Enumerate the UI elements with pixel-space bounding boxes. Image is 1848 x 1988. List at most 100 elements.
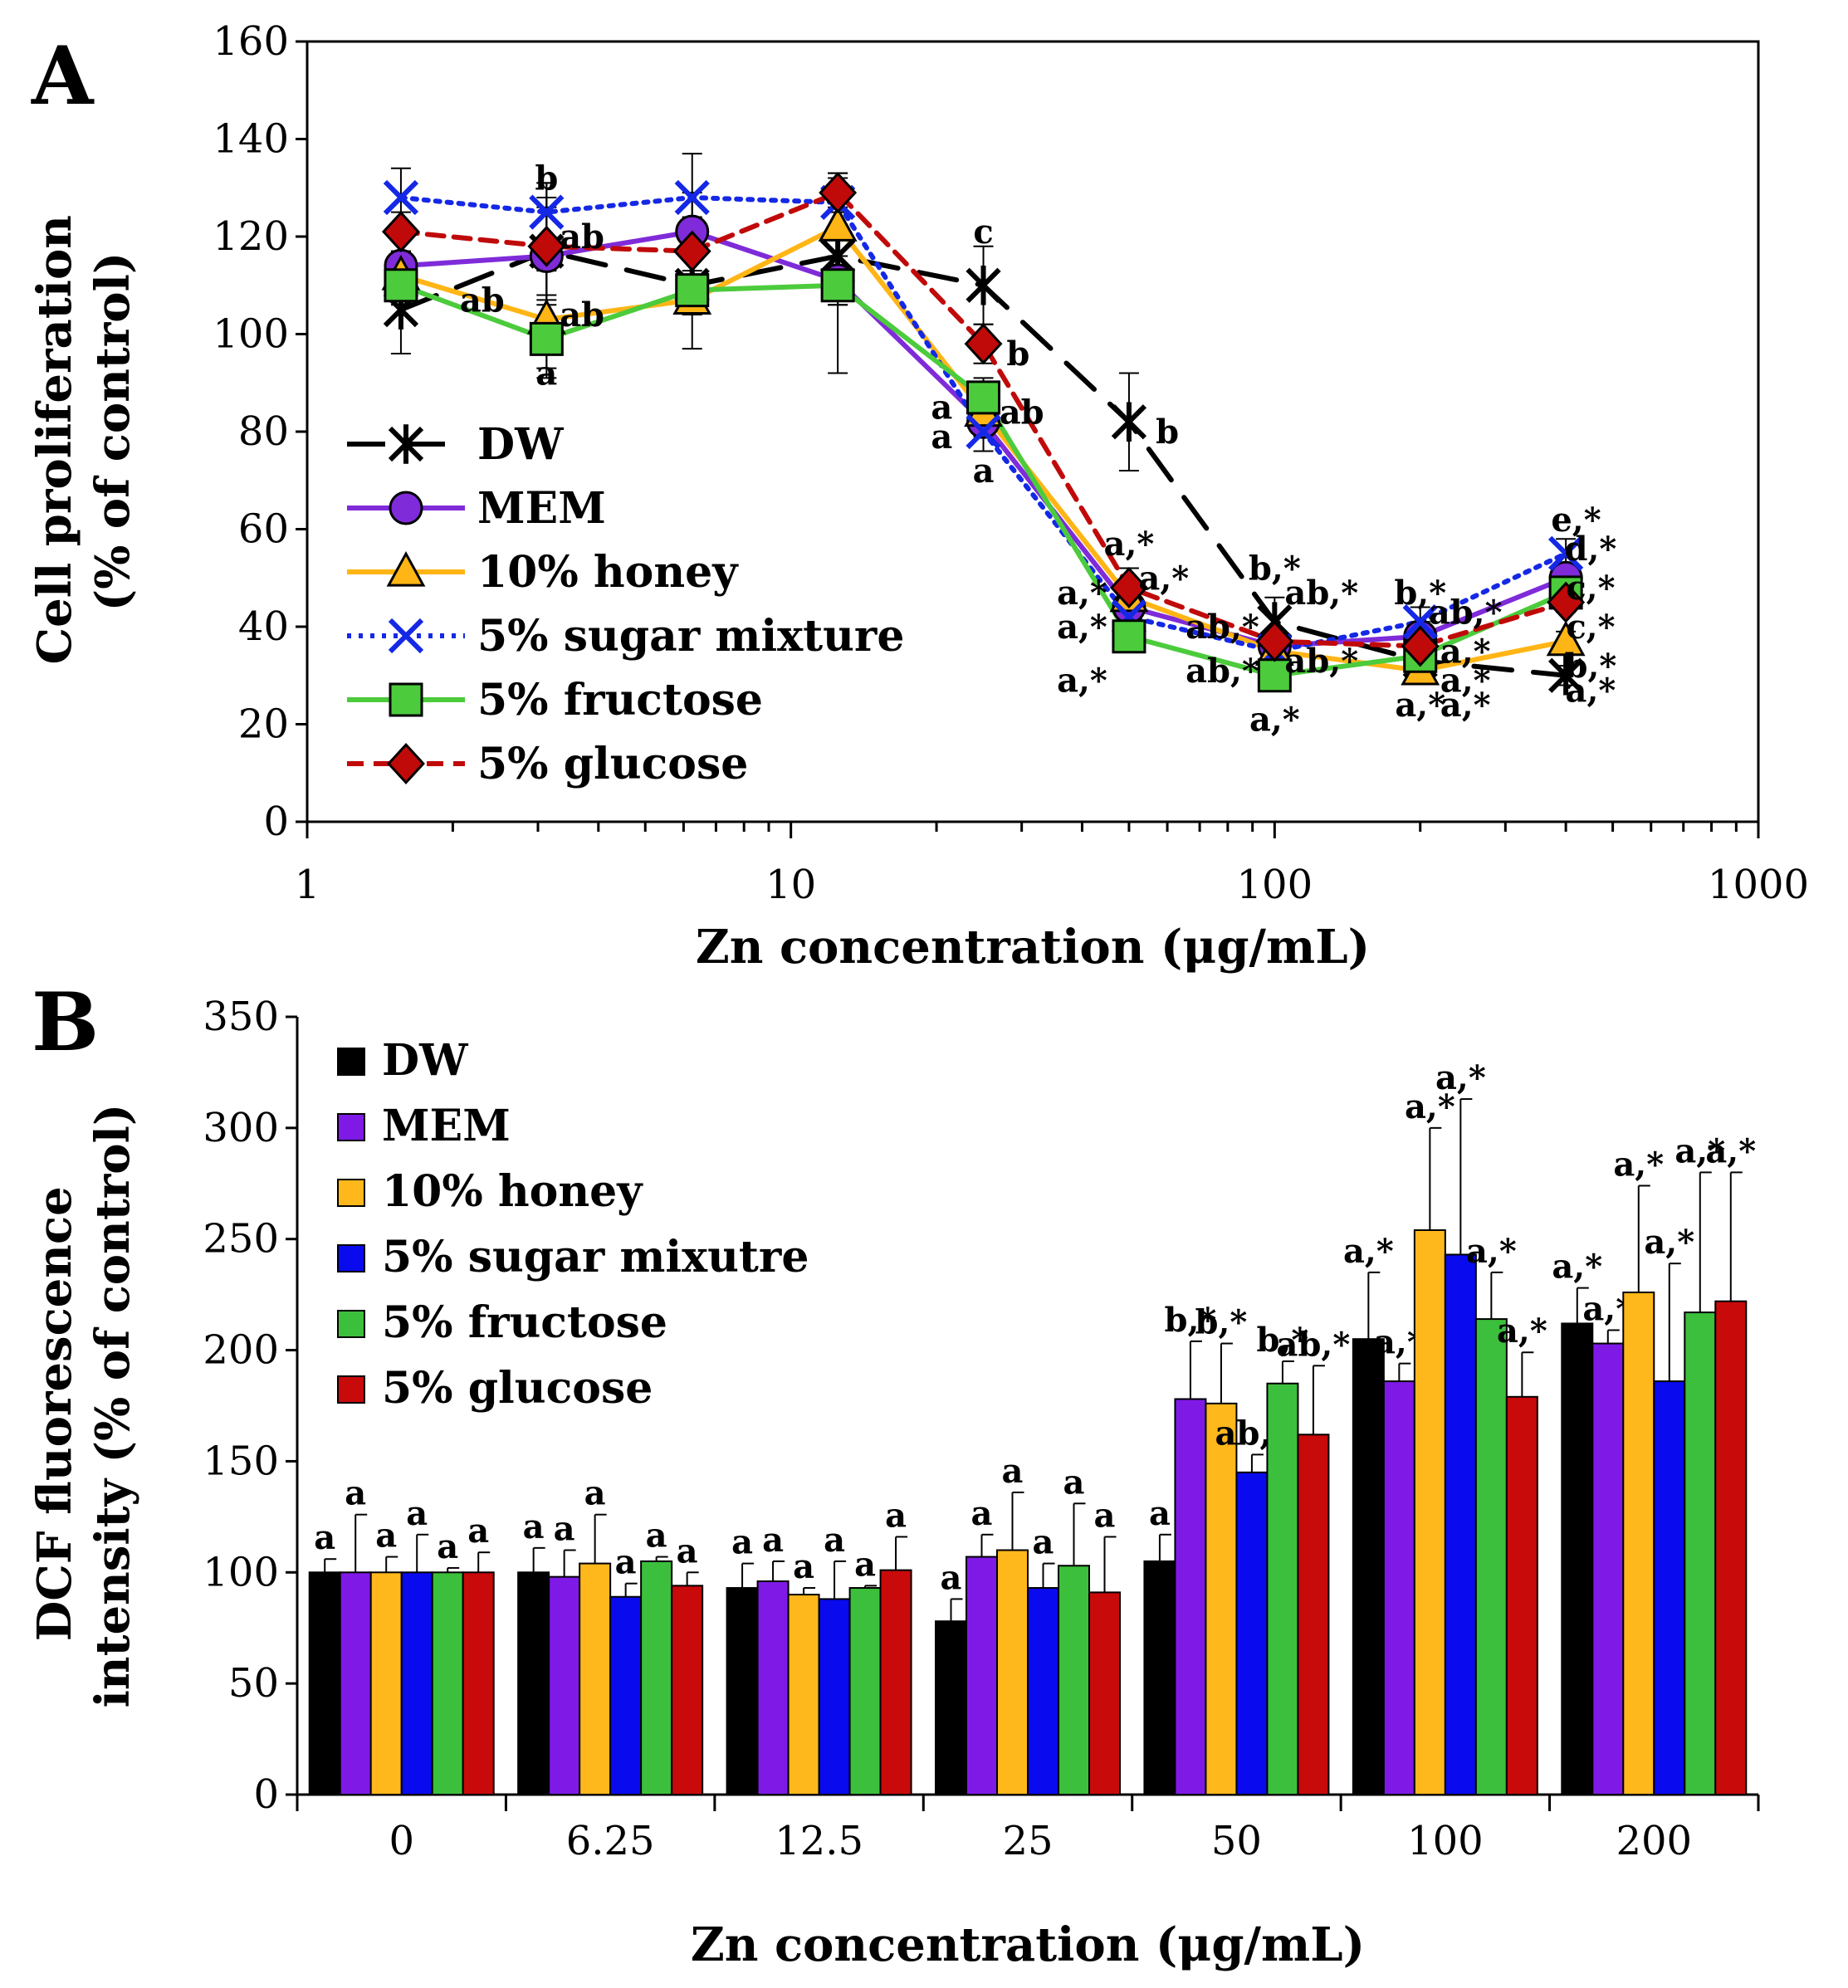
chart-a-annotation: b <box>1006 335 1029 374</box>
chart-a-annotation: ab <box>560 296 604 335</box>
chart-a-y-tick-label: 120 <box>213 213 289 260</box>
chart-a-markers-5-fructose <box>384 268 1583 693</box>
chart-a-annotation: ab <box>560 217 604 256</box>
chart-a-annotation: a,* <box>1249 701 1300 740</box>
chart-b-bar-5-glucose <box>1714 1300 1748 1796</box>
chart-a-legend-marker-5-fructose <box>389 682 423 717</box>
chart-b-bar-5-sugar-mixutre <box>400 1571 433 1796</box>
chart-b-y-tick-label: 300 <box>203 1105 279 1151</box>
chart-b-bar-5-glucose <box>1088 1591 1121 1795</box>
chart-a-point-dw <box>966 266 1001 305</box>
chart-b-bar-5-glucose <box>1505 1395 1538 1795</box>
chart-b-legend-swatch <box>337 1179 365 1207</box>
chart-b-x-tick-label: 25 <box>1002 1818 1053 1864</box>
chart-b-significance-label: b,* <box>1195 1303 1248 1342</box>
chart-a-point-10-honey <box>1546 620 1586 657</box>
chart-b-significance-label: a <box>971 1494 993 1533</box>
chart-a-legend-marker-5-glucose <box>387 742 425 785</box>
chart-a-annotation: a,* <box>1395 686 1445 725</box>
chart-a-legend-label: MEM <box>477 483 606 534</box>
chart-b-legend-swatch <box>337 1310 365 1338</box>
chart-b-significance-label: a <box>885 1496 907 1535</box>
chart-a-annotation: a,* <box>1057 574 1107 613</box>
chart-b-bar-5-fructose <box>1684 1311 1717 1796</box>
chart-a-series-line-5-glucose <box>398 189 1569 649</box>
chart-b-legend-label: 10% honey <box>382 1166 643 1217</box>
chart-a-markers-5-glucose <box>381 172 1586 667</box>
chart-b-significance-label: a,* <box>1674 1131 1725 1170</box>
chart-a-annotation: b,* <box>1394 574 1446 613</box>
chart-b-y-tick-label: 200 <box>203 1327 279 1374</box>
chart-a-annotation: a <box>973 452 995 491</box>
chart-a-annotation: a,* <box>1104 525 1155 564</box>
chart-b-bar-dw <box>1143 1560 1176 1796</box>
chart-b-y-axis-title-line-2: intensity (% of control) <box>86 1104 140 1708</box>
chart-b-bar-10-honey <box>996 1549 1029 1795</box>
chart-b-bar-5-fructose <box>848 1587 882 1796</box>
chart-b-bar-5-sugar-mixutre <box>1235 1471 1269 1796</box>
chart-b-bar-10-honey <box>579 1562 612 1795</box>
chart-a-legend-label: DW <box>477 419 565 470</box>
chart-b-significance-label: a <box>762 1521 784 1560</box>
chart-a: Zn concentration (μg/mL) Cell proliferat… <box>27 18 1809 974</box>
chart-b-y-tick-label: 250 <box>203 1216 279 1263</box>
chart-b-significance-label: a <box>314 1518 335 1557</box>
chart-a-y-axis-title-line-2: (% of control) <box>86 252 140 612</box>
chart-a-point-5-fructose <box>1112 619 1146 654</box>
chart-a-annotation: c,* <box>1566 569 1615 608</box>
chart-b-y-tick-label: 100 <box>203 1549 279 1595</box>
chart-b-bar-10-honey <box>787 1594 820 1795</box>
chart-b-legend-label: 5% glucose <box>382 1363 653 1414</box>
chart-b-x-tick-label: 12.5 <box>775 1818 863 1864</box>
chart-b-bar-10-honey <box>1205 1402 1238 1796</box>
chart-a-y-tick-label: 0 <box>263 799 289 845</box>
chart-a-y-tick-label: 40 <box>238 603 289 650</box>
chart-b-significance-label: b,* <box>1165 1301 1217 1340</box>
chart-a-annotation: a <box>535 354 557 393</box>
chart-a-annotation: ab <box>460 281 505 320</box>
chart-b-significance-label: a <box>467 1512 489 1551</box>
chart-a-annotation: a <box>931 418 952 457</box>
chart-a-annotation: a,* <box>1440 632 1491 671</box>
chart-b-significance-label: a <box>1149 1494 1171 1533</box>
chart-b-y-axis-title: DCF fluorescence intensity (% of control… <box>27 1104 140 1708</box>
chart-a-legend-marker-dw <box>388 424 424 464</box>
chart-a-x-tick-label: 1000 <box>1708 862 1809 908</box>
chart-a-point-5-sugar-mixture <box>1548 535 1584 571</box>
chart-b-significance-label: a <box>375 1517 397 1556</box>
chart-a-point-5-fructose <box>529 321 564 356</box>
chart-b-significance-label: a <box>941 1558 962 1597</box>
chart-b-x-tick-label: 200 <box>1616 1818 1692 1864</box>
chart-a-annotation: ab,* <box>1284 574 1358 613</box>
chart-a-x-tick-label: 10 <box>765 862 816 908</box>
chart-b-bar-5-fructose <box>1266 1382 1299 1795</box>
chart-a-y-tick-label: 80 <box>238 408 289 455</box>
chart-a-point-5-sugar-mixture <box>966 413 1001 450</box>
chart-a-annotation: c,* <box>1566 608 1615 647</box>
chart-a-annotation: e,* <box>1551 501 1601 540</box>
chart-b-y-axis-title-line-1: DCF fluorescence <box>27 1186 82 1641</box>
chart-b-bar-10-honey <box>1622 1291 1655 1795</box>
chart-b-significance-label: a,* <box>1497 1311 1547 1351</box>
chart-a-annotation: ab <box>1000 393 1044 432</box>
chart-b-legend-label: 5% fructose <box>382 1297 667 1348</box>
chart-b-bar-dw <box>726 1587 759 1796</box>
chart-b-bar-5-sugar-mixutre <box>1653 1380 1686 1795</box>
chart-a-legend-marker-mem <box>389 491 423 525</box>
chart-a-legend-marker-10-honey <box>386 551 426 587</box>
chart-b-significance-label: a <box>406 1494 428 1533</box>
chart-b-significance-label: a <box>793 1547 814 1586</box>
chart-a-point-5-glucose <box>964 323 1003 365</box>
chart-b-bar-5-fructose <box>1058 1565 1090 1795</box>
chart-a-point-5-glucose <box>1401 625 1440 667</box>
chart-b-significance-label: a <box>584 1474 606 1513</box>
chart-b-x-tick-label: 50 <box>1211 1818 1262 1864</box>
chart-a-annotation: b <box>535 159 558 198</box>
chart-a-y-tick-label: 60 <box>238 506 289 553</box>
chart-b: Zn concentration (μg/mL) DCF fluorescenc… <box>27 994 1760 1972</box>
chart-b-significance-label: a <box>731 1523 753 1562</box>
chart-b-y-tick-label: 0 <box>253 1771 279 1818</box>
chart-b-bar-dw <box>308 1571 341 1796</box>
